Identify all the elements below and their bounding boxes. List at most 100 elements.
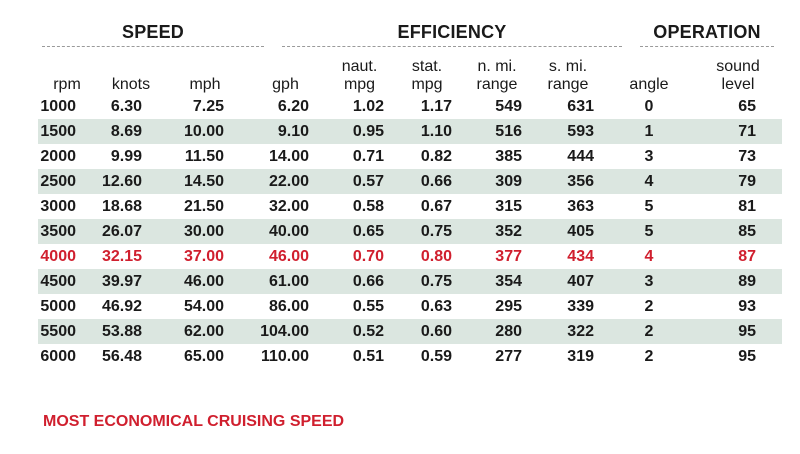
cell-sound-level: 85 [694, 219, 782, 244]
table-row: 2500 12.60 14.50 22.00 0.57 0.66 309 356 4 79 [38, 169, 782, 194]
cell-stat-range: 407 [532, 269, 604, 294]
most-economical-note: MOST ECONOMICAL CRUISING SPEED [43, 413, 345, 430]
cell-angle: 2 [644, 347, 654, 365]
table-row: 2000 9.99 11.50 14.00 0.71 0.82 385 444 3 73 [38, 144, 782, 169]
table-header-row: rpm knots mph gph naut. mpg stat. mpg n.… [38, 50, 782, 94]
column-header-gph: gph [272, 76, 299, 93]
cell-mph: 46.00 [166, 269, 244, 294]
cell-stat-range: 339 [567, 297, 594, 315]
cell-naut-range: 549 [495, 97, 522, 115]
cell-gph: 40.00 [244, 219, 327, 244]
cell-gph: 104.00 [244, 319, 327, 344]
group-rule-speed [42, 46, 264, 47]
cell-sound-level: 81 [738, 197, 756, 215]
cell-mph: 37.00 [183, 247, 224, 265]
cell-stat-mpg: 0.67 [420, 197, 452, 215]
cell-angle: 3 [644, 147, 654, 165]
cell-sound-level: 95 [694, 319, 782, 344]
cell-angle: 1 [604, 119, 694, 144]
cell-sound-level: 65 [738, 97, 756, 115]
cell-gph: 46.00 [268, 247, 309, 265]
cell-mph: 30.00 [166, 219, 244, 244]
cell-gph: 6.20 [277, 97, 309, 115]
cell-angle: 5 [644, 197, 654, 215]
cell-gph: 14.00 [268, 147, 309, 165]
cell-naut-range: 277 [495, 347, 522, 365]
cell-mph: 7.25 [192, 97, 224, 115]
cell-stat-range: 593 [532, 119, 604, 144]
cell-stat-mpg: 0.60 [392, 319, 462, 344]
cell-knots: 8.69 [96, 119, 166, 144]
cell-naut-range: 309 [462, 169, 532, 194]
cell-knots: 12.60 [96, 169, 166, 194]
cell-knots: 53.88 [96, 319, 166, 344]
column-header-stat-mpg: stat. mpg [411, 58, 443, 93]
column-header-naut-range: n. mi. range [476, 58, 518, 93]
cell-knots: 26.07 [96, 219, 166, 244]
cell-sound-level: 93 [738, 297, 756, 315]
cell-rpm: 3500 [38, 219, 96, 244]
column-header-rpm: rpm [53, 76, 81, 93]
table-row: 6000 56.48 65.00 110.00 0.51 0.59 277 319 2 95 [38, 344, 782, 369]
performance-table: rpm knots mph gph naut. mpg stat. mpg n.… [38, 50, 782, 369]
cell-stat-range: 322 [532, 319, 604, 344]
cell-gph: 61.00 [244, 269, 327, 294]
cell-naut-mpg: 0.57 [327, 169, 392, 194]
table-row: 3000 18.68 21.50 32.00 0.58 0.67 315 363 5 81 [38, 194, 782, 219]
cell-rpm: 3000 [40, 197, 76, 215]
cell-stat-mpg: 0.63 [420, 297, 452, 315]
cell-naut-range: 377 [495, 247, 522, 265]
cell-stat-mpg: 0.75 [392, 269, 462, 294]
cell-gph: 86.00 [268, 297, 309, 315]
cell-gph: 110.00 [260, 347, 309, 365]
cell-mph: 54.00 [183, 297, 224, 315]
cell-angle: 3 [604, 269, 694, 294]
column-header-sound-level: sound level [716, 58, 760, 93]
cell-rpm: 2500 [38, 169, 96, 194]
cell-angle: 2 [644, 297, 654, 315]
cell-sound-level: 79 [694, 169, 782, 194]
cell-naut-range: 385 [495, 147, 522, 165]
group-rule-efficiency [282, 46, 622, 47]
cell-sound-level: 89 [694, 269, 782, 294]
cell-naut-mpg: 0.55 [352, 297, 384, 315]
cell-naut-mpg: 0.95 [327, 119, 392, 144]
column-header-knots: knots [111, 76, 151, 93]
cell-rpm: 5000 [40, 297, 76, 315]
cell-mph: 10.00 [166, 119, 244, 144]
table-row: 5500 53.88 62.00 104.00 0.52 0.60 280 322 2 95 [38, 319, 782, 344]
cell-knots: 56.48 [101, 347, 142, 365]
cell-naut-mpg: 0.66 [327, 269, 392, 294]
cell-knots: 18.68 [101, 197, 142, 215]
table-row: 1000 6.30 7.25 6.20 1.02 1.17 549 631 0 65 [38, 94, 782, 119]
cell-sound-level: 95 [738, 347, 756, 365]
cell-rpm: 1500 [38, 119, 96, 144]
cell-angle: 4 [644, 247, 654, 265]
cell-naut-mpg: 0.51 [352, 347, 384, 365]
cell-mph: 65.00 [183, 347, 224, 365]
cell-knots: 9.99 [110, 147, 142, 165]
table-row: 4000 32.15 37.00 46.00 0.70 0.80 377 434 4 87 [38, 244, 782, 269]
cell-stat-range: 405 [532, 219, 604, 244]
cell-naut-mpg: 0.52 [327, 319, 392, 344]
cell-gph: 22.00 [244, 169, 327, 194]
cell-mph: 11.50 [184, 147, 224, 165]
cell-rpm: 4000 [40, 247, 76, 265]
cell-naut-range: 354 [462, 269, 532, 294]
cell-stat-range: 434 [567, 247, 594, 265]
cell-naut-range: 280 [462, 319, 532, 344]
cell-stat-range: 319 [567, 347, 594, 365]
table-body: 1000 6.30 7.25 6.20 1.02 1.17 549 631 0 65 1500 8.6… [38, 94, 782, 369]
cell-angle: 4 [604, 169, 694, 194]
cell-rpm: 2000 [40, 147, 76, 165]
cell-angle: 0 [644, 97, 654, 115]
cell-naut-mpg: 1.02 [352, 97, 384, 115]
cell-stat-mpg: 1.10 [392, 119, 462, 144]
cell-gph: 9.10 [244, 119, 327, 144]
cell-angle: 2 [604, 319, 694, 344]
cell-sound-level: 73 [738, 147, 756, 165]
cell-stat-mpg: 1.17 [420, 97, 452, 115]
column-header-naut-mpg: naut. mpg [341, 58, 378, 93]
cell-knots: 6.30 [110, 97, 142, 115]
cell-rpm: 5500 [38, 319, 96, 344]
